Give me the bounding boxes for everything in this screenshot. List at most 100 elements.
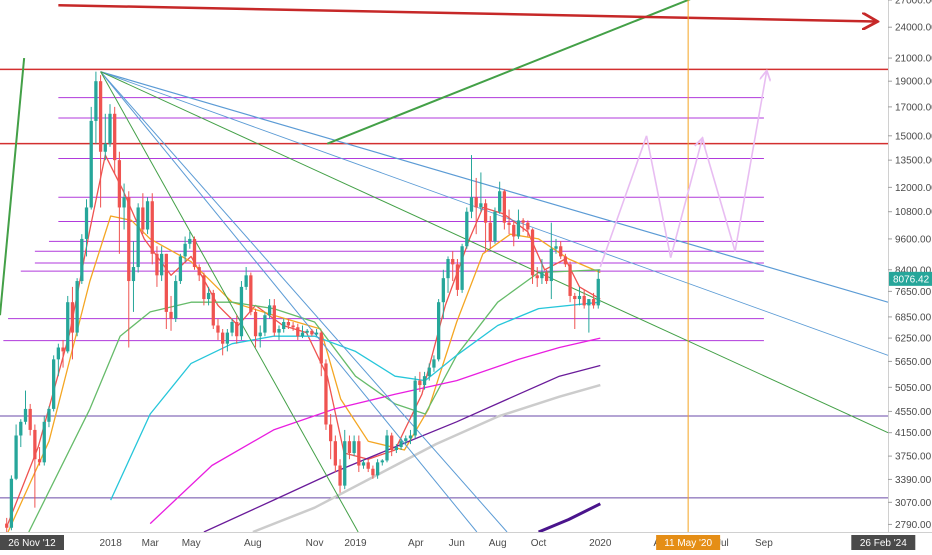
price-tick-label: 24000.00: [895, 23, 932, 34]
price-tick-label: 5050.00: [895, 383, 932, 394]
candle-body: [28, 408, 32, 430]
candle-body: [202, 275, 206, 300]
candle-body: [42, 421, 46, 463]
candle-body: [512, 224, 516, 237]
projection-segment: [599, 135, 648, 268]
candle-body: [164, 253, 168, 312]
candle-body: [5, 523, 9, 528]
candle-body: [418, 380, 422, 386]
time-tick-label: Aug: [489, 538, 507, 549]
candle-body: [568, 264, 572, 296]
candle-body: [422, 376, 427, 386]
candle-body: [587, 299, 591, 306]
candle-body: [540, 272, 544, 279]
candle-body: [84, 207, 89, 239]
candle-body: [577, 295, 582, 300]
date-badge: [656, 535, 721, 550]
time-tick-label: 2019: [344, 538, 367, 549]
candle-body: [117, 160, 122, 208]
time-tick-label: 2018: [100, 538, 123, 549]
red-arrow-line: [58, 3, 876, 21]
projection-segment: [645, 135, 672, 258]
candle-body: [230, 322, 234, 333]
candle-body: [573, 295, 577, 300]
candle-body: [211, 292, 215, 326]
price-tick-label: 6250.00: [895, 334, 932, 345]
candle-body: [258, 332, 262, 337]
candle-body: [352, 441, 356, 454]
candle-body: [282, 322, 286, 330]
candle-body: [385, 435, 389, 461]
candle-body: [357, 441, 361, 466]
candle-body: [535, 275, 539, 279]
candle-body: [80, 238, 84, 282]
plot-area: [0, 0, 888, 532]
candle-body: [188, 238, 192, 244]
trend-line: [100, 71, 478, 532]
candle-body: [469, 197, 474, 212]
trend-line: [0, 57, 26, 316]
moving-average-line: [538, 502, 601, 532]
candle-body: [300, 332, 305, 337]
candle-body: [225, 332, 230, 344]
candle-body: [596, 278, 600, 306]
candle-body: [347, 441, 352, 454]
candle-body: [436, 302, 441, 360]
candle-body: [291, 325, 295, 328]
projection-segment: [701, 138, 736, 252]
candle-body: [56, 347, 60, 360]
date-badge-label: 26 Nov '12: [8, 538, 56, 549]
candle-body: [530, 229, 535, 276]
candle-body: [169, 311, 173, 319]
time-tick-label: Sep: [755, 538, 773, 549]
candle-body: [399, 441, 403, 448]
candle-body: [390, 435, 394, 451]
candle-body: [338, 465, 342, 486]
candle-body: [324, 363, 328, 425]
candle-body: [131, 267, 136, 282]
time-tick-label: Oct: [531, 538, 547, 549]
candle-body: [559, 246, 563, 257]
candle-body: [375, 462, 380, 476]
price-tick-label: 12000.00: [895, 183, 932, 194]
candle-body: [479, 203, 483, 208]
candle-body: [507, 222, 511, 225]
moving-average-line: [28, 269, 601, 532]
candle-body: [174, 281, 178, 319]
candle-body: [52, 359, 56, 409]
candle-body: [239, 286, 244, 337]
candle-body: [244, 275, 248, 287]
candle-body: [286, 322, 291, 326]
candle-body: [343, 441, 347, 486]
candle-body: [216, 325, 220, 333]
candle-body: [249, 275, 253, 312]
candle-body: [380, 460, 384, 463]
candle-body: [371, 468, 375, 476]
candle-body: [394, 447, 399, 451]
price-tick-label: 8400.00: [895, 265, 932, 276]
candle-body: [221, 332, 225, 344]
moving-average-line: [203, 364, 601, 532]
candle-body: [98, 81, 103, 152]
candle-body: [554, 246, 558, 249]
candle-body: [47, 408, 51, 422]
candle-body: [206, 292, 211, 300]
candle-body: [305, 330, 309, 333]
candle-body: [145, 201, 150, 230]
date-badge-label: 26 Feb '24: [860, 538, 907, 549]
candle-body: [136, 207, 140, 268]
candle-body: [544, 272, 549, 282]
candle-body: [498, 191, 502, 212]
candle-body: [521, 220, 525, 223]
candle-body: [446, 259, 450, 279]
price-tick-label: 3390.00: [895, 475, 932, 486]
price-tick-label: 19000.00: [895, 77, 932, 88]
candle-body: [9, 478, 14, 528]
price-tick-label: 21000.00: [895, 54, 932, 65]
price-tick-label: 7650.00: [895, 287, 932, 298]
moving-average-line: [252, 383, 601, 532]
candle-body: [70, 302, 75, 333]
price-tick-label: 3070.00: [895, 498, 932, 509]
